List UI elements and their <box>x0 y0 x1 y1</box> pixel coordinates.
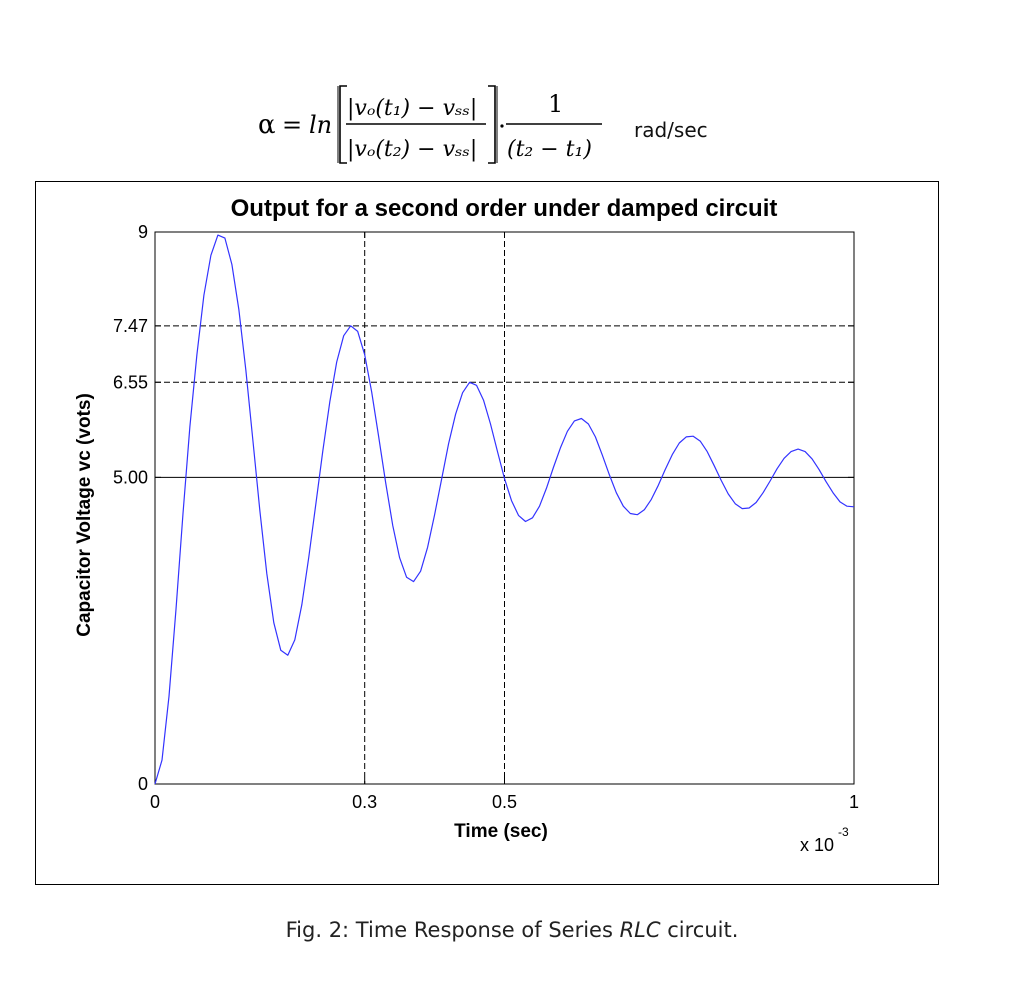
x-multiplier-exponent: -3 <box>838 825 849 839</box>
dot-operator <box>500 124 504 128</box>
y-tick-label-1: 5.00 <box>113 467 148 487</box>
equation-units: rad/sec <box>634 118 708 142</box>
y-tick-label-4: 9 <box>138 222 148 242</box>
chart-title: Output for a second order under damped c… <box>231 195 778 222</box>
x-axis-label: Time (sec) <box>454 821 548 842</box>
alpha-equation: α = ln |vₒ(t₁) − vₛₛ| |vₒ(t₂) − vₛₛ| 1 (… <box>258 85 602 164</box>
y-tick-label-3: 7.47 <box>113 316 148 336</box>
caption-prefix: Fig. 2: Time Response of Series <box>285 918 620 942</box>
caption-suffix: circuit. <box>660 918 739 942</box>
figure-caption: Fig. 2: Time Response of Series RLC circ… <box>0 918 1024 942</box>
damped-response-chart: 0 0.3 0.5 1 0 5.00 6.55 7.47 9 Output for a seco… <box>74 195 859 855</box>
left-bracket <box>339 85 347 164</box>
figure-frame <box>35 181 939 885</box>
x-multiplier-label: x 10 <box>800 835 834 855</box>
second-denominator: (t₂ − t₁) <box>507 137 592 162</box>
series-group <box>154 234 855 785</box>
series-line-0 <box>154 234 855 785</box>
fraction-numerator: |vₒ(t₁) − vₛₛ| <box>347 96 477 121</box>
y-tick-label-0: 0 <box>138 774 148 794</box>
caption-italic: RLC <box>619 918 661 942</box>
fraction-denominator: |vₒ(t₂) − vₛₛ| <box>347 137 477 162</box>
axis-ticks: 0 0.3 0.5 1 0 5.00 6.55 7.47 9 <box>113 222 859 812</box>
x-tick-label-0: 0 <box>150 792 160 812</box>
second-numerator: 1 <box>548 90 563 118</box>
y-axis-label: Capacitor Voltage vc (vots) <box>74 393 95 637</box>
x-tick-label-3: 1 <box>849 792 859 812</box>
equation-equals: = <box>282 111 302 139</box>
right-bracket <box>488 85 496 164</box>
equation-ln: ln <box>309 111 332 139</box>
equation-lhs: α <box>258 110 276 140</box>
x-tick-label-1: 0.3 <box>352 792 377 812</box>
x-tick-label-2: 0.5 <box>492 792 517 812</box>
y-tick-label-2: 6.55 <box>113 372 148 392</box>
